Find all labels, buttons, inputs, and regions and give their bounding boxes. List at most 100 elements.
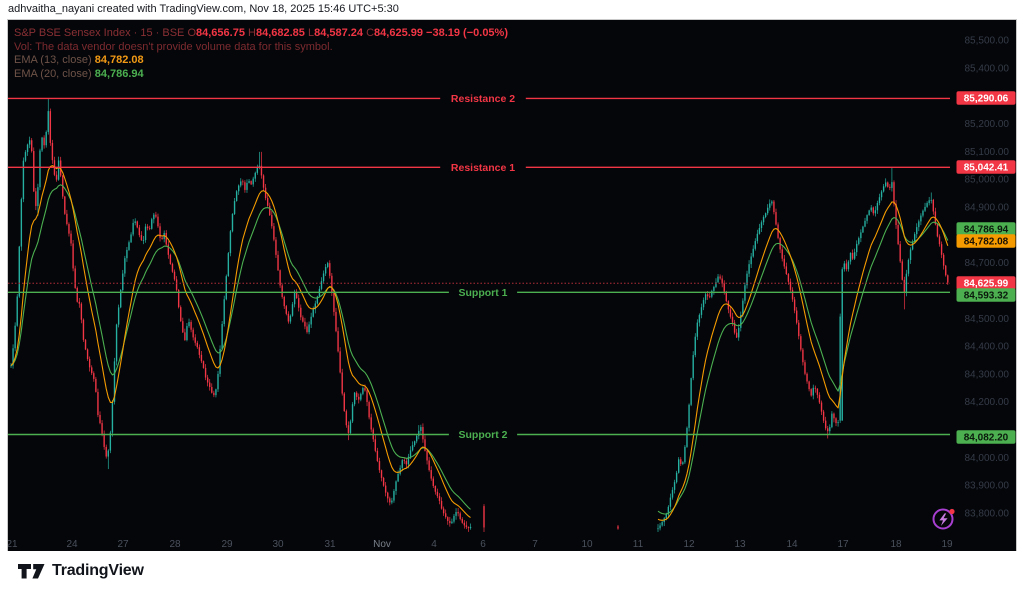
support-1-badge[interactable]: 84,593.32 — [956, 288, 1016, 302]
candle-body — [80, 303, 83, 320]
candle-body — [810, 389, 812, 396]
candle-body — [851, 252, 854, 259]
candle-body — [136, 221, 138, 228]
resistance-2-badge[interactable]: 85,290.06 — [956, 91, 1016, 105]
candle-body — [860, 232, 862, 239]
candle-body — [824, 420, 827, 429]
candle-body — [355, 392, 358, 397]
candle-body — [752, 248, 754, 257]
candle-body — [731, 316, 734, 323]
legend-symbol-row[interactable]: S&P BSE Sensex Index · 15 · BSE O84,656.… — [14, 27, 508, 39]
resistance-2-label: Resistance 2 — [451, 93, 515, 105]
symbol-title[interactable]: S&P BSE Sensex Index · 15 · BSE — [14, 27, 185, 39]
candle-body — [246, 182, 248, 190]
candle-body — [177, 289, 180, 308]
candle-body — [49, 111, 52, 143]
ema-20-badge[interactable]: 84,786.94 — [956, 222, 1016, 236]
current-price-badge[interactable]: 84,625.99 — [956, 276, 1016, 290]
candle-body — [72, 243, 74, 269]
time-tick-label: 21 — [8, 539, 18, 550]
resistance-1-line[interactable]: Resistance 1 — [8, 162, 950, 174]
resistance-1-badge[interactable]: 85,042.41 — [956, 160, 1016, 174]
candle-body — [24, 152, 27, 161]
candle-body — [192, 329, 194, 338]
price-tick-label: 84,700.00 — [965, 258, 1010, 269]
ema20-value: 84,786.94 — [94, 67, 144, 80]
candle-body — [310, 316, 312, 325]
boost-button[interactable] — [931, 507, 957, 533]
candle-body — [880, 191, 883, 198]
candle-body — [190, 322, 192, 330]
candle-body — [331, 275, 333, 293]
candle-body — [746, 273, 748, 286]
candle-body — [847, 261, 850, 270]
candle-body — [447, 517, 449, 521]
candle-body — [804, 362, 806, 374]
candle-body — [756, 233, 759, 242]
candle-body — [82, 319, 85, 340]
support-2-line[interactable]: Support 2 — [8, 429, 950, 441]
candle-body — [841, 269, 843, 421]
candlestick-series — [10, 98, 949, 532]
candle-body — [940, 244, 943, 255]
candle-body — [413, 441, 416, 446]
candle-body — [802, 349, 804, 363]
header-bar: adhvaitha_nayani created with TradingVie… — [0, 0, 1024, 20]
candle-body — [407, 456, 410, 465]
candle-body — [457, 512, 459, 514]
candle-body — [806, 373, 808, 382]
candle-body — [293, 292, 296, 305]
candle-body — [436, 491, 439, 497]
candle-body — [266, 198, 269, 206]
low-value: 84,587.24 — [314, 27, 364, 39]
resistance-2-line[interactable]: Resistance 2 — [8, 93, 950, 105]
candle-body — [341, 372, 343, 394]
ema-13-badge-text: 84,782.08 — [964, 237, 1009, 248]
candle-body — [130, 234, 132, 243]
candle-body — [312, 309, 314, 317]
candle-body — [18, 246, 20, 297]
candle-body — [401, 460, 403, 468]
time-tick-label: 7 — [532, 539, 538, 550]
lightning-icon — [939, 513, 948, 526]
candle-body — [231, 213, 234, 232]
candle-body — [14, 325, 16, 349]
ema13-value: 84,782.08 — [94, 54, 144, 67]
candle-body — [380, 470, 383, 478]
candle-body — [107, 450, 109, 457]
candle-body — [876, 202, 879, 211]
chart-canvas[interactable]: 85,500.00 85,400.00 85,200.00 85,100.00 85,0… — [8, 20, 1016, 551]
candle-body — [420, 427, 422, 431]
support-2-badge[interactable]: 84,082.20 — [956, 430, 1016, 444]
candle-body — [391, 500, 393, 503]
candle-body — [416, 435, 418, 442]
ema-13-badge[interactable]: 84,782.08 — [956, 234, 1016, 248]
candle-body — [688, 404, 690, 428]
support-1-line[interactable]: Support 1 — [8, 287, 950, 299]
candle-body — [283, 296, 285, 307]
candle-body — [764, 213, 767, 218]
price-axis: 85,500.00 85,400.00 85,200.00 85,100.00 85,0… — [965, 36, 1010, 520]
chart-legend[interactable]: S&P BSE Sensex Index · 15 · BSE O84,656.… — [14, 27, 508, 81]
tradingview-brand[interactable]: TradingView — [18, 562, 144, 580]
candle-body — [153, 214, 155, 220]
legend-ema13-row[interactable]: EMA (13, close) 84,782.08 — [14, 54, 144, 67]
time-tick-label: 10 — [581, 539, 593, 550]
candle-body — [78, 301, 81, 304]
candle-body — [157, 216, 159, 227]
candle-body — [256, 167, 259, 173]
candle-body — [451, 521, 453, 524]
candle-body — [279, 270, 281, 286]
candle-body — [617, 526, 619, 529]
change-value: −38.19 (−0.05%) — [426, 27, 508, 39]
candle-body — [204, 367, 207, 378]
candle-body — [785, 266, 788, 275]
candle-body — [66, 213, 68, 225]
candle-body — [277, 254, 279, 271]
legend-ema20-row[interactable]: EMA (20, close) 84,786.94 — [14, 67, 144, 80]
time-tick-label: 6 — [480, 539, 486, 550]
candle-body — [171, 264, 174, 272]
candle-body — [366, 390, 368, 403]
candle-body — [798, 322, 800, 337]
candle-body — [161, 237, 163, 240]
